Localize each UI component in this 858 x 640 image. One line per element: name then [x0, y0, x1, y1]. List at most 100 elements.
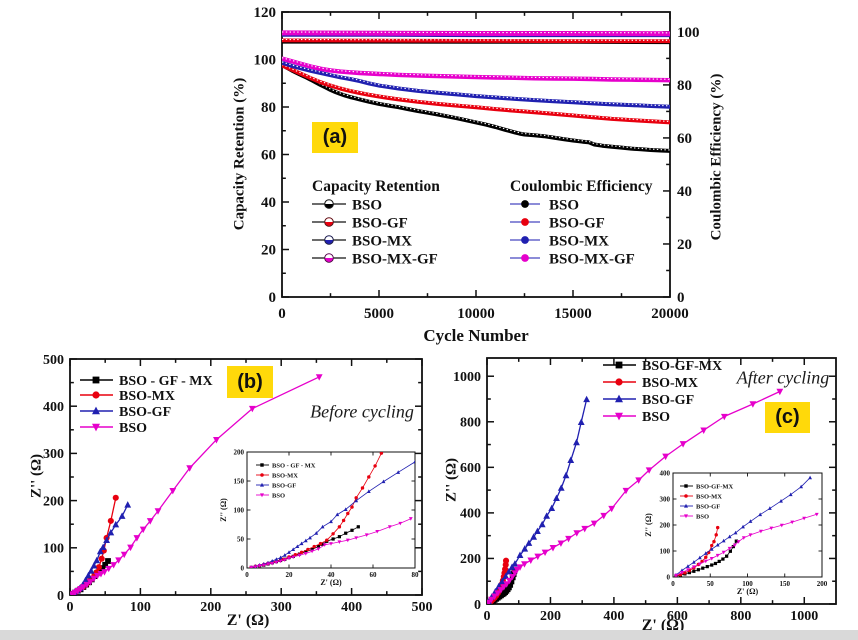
triangle-up-marker: [278, 555, 283, 560]
series-marker-band: [282, 63, 670, 151]
x-tick-label: 100: [130, 600, 151, 615]
triangle-up-marker: [703, 551, 708, 555]
page-bottom-strip: [0, 630, 858, 640]
triangle-up-marker: [82, 576, 89, 584]
x-tick-label: 60: [370, 571, 378, 579]
square-marker: [331, 537, 335, 541]
legend-group-title: Coulombic Efficiency: [510, 178, 653, 195]
plot-frame: [486, 357, 837, 605]
triangle-down-marker: [715, 553, 720, 558]
half-circle-edge: [324, 235, 334, 245]
inset-y-axis-title: Z'' (Ω): [644, 513, 653, 537]
triangle-down-marker: [375, 529, 380, 534]
axis-ticks: [246, 451, 416, 569]
triangle-up-marker: [808, 475, 812, 480]
triangle-up-marker: [573, 438, 580, 446]
square-marker: [508, 578, 515, 585]
plot-frame: [246, 451, 416, 569]
legend-label: BSO-MX: [352, 233, 412, 249]
series-marker-band: [282, 38, 670, 41]
triangle-down-marker: [557, 540, 565, 547]
triangle-down-marker: [364, 533, 369, 538]
triangle-down-marker: [92, 423, 100, 432]
x-tick-label: 20: [286, 571, 294, 579]
legend-label: BSO - GF - MX: [119, 374, 213, 389]
y-tick-label: 0: [269, 290, 277, 306]
triangle-down-marker: [727, 546, 732, 551]
x-tick-label: 80: [412, 571, 420, 579]
panel-b-y-axis-title: Z'' (Ω): [28, 453, 45, 499]
triangle-down-marker: [635, 477, 643, 484]
square-marker: [356, 525, 360, 529]
series-BSO-CR: [282, 62, 670, 153]
circle-marker: [521, 236, 529, 244]
square-marker: [260, 463, 264, 467]
triangle-up-marker: [583, 395, 591, 403]
legend: BSO-GF-MX BSO-MX BSO-GF BSO: [603, 359, 722, 425]
square-marker: [320, 542, 325, 546]
legend-label: BSO: [272, 492, 285, 499]
square-marker: [310, 547, 314, 552]
triangle-down-marker: [87, 579, 94, 586]
triangle-up-marker: [553, 494, 560, 502]
triangle-down-marker: [721, 550, 726, 555]
square-marker: [316, 544, 321, 549]
series-BSO-GF-CE: [282, 38, 670, 44]
triangle-down-marker: [139, 526, 147, 534]
triangle-up-marker: [697, 555, 702, 560]
triangle-down-marker: [154, 508, 162, 515]
triangle-up-marker: [96, 547, 104, 555]
triangle-down-marker: [776, 388, 784, 396]
legend-label: BSO-MX: [696, 493, 722, 500]
triangle-up-marker: [521, 545, 529, 552]
half-circle-fill: [324, 258, 334, 263]
triangle-down-marker: [101, 569, 108, 576]
triangle-down-marker: [408, 517, 413, 521]
legend-group-0: Capacity Retention BSO BSO-GF BSO-MX BSO-MX-…: [312, 178, 440, 267]
series-marker-band: [282, 63, 670, 123]
series-BSO-MX-GF-CE: [282, 30, 670, 37]
triangle-up-marker: [413, 459, 415, 464]
triangle-down-marker: [83, 581, 91, 589]
triangle-down-marker: [169, 487, 177, 495]
y-tick-label: 300: [43, 447, 64, 462]
y-tick-label: 1000: [453, 370, 481, 385]
triangle-up-marker: [498, 577, 506, 585]
y-tick-label: 100: [660, 547, 671, 555]
axis-tick-labels: 0 50 100 150 200 0 100 200 300 400 Z' (Ω) Z'' (Ω): [644, 469, 828, 596]
triangle-up-marker: [715, 542, 720, 547]
triangle-down-marker: [790, 520, 795, 525]
circle-marker: [325, 538, 329, 542]
triangle-up-marker: [727, 534, 732, 539]
inset-x-axis-title: Z' (Ω): [737, 587, 759, 596]
series-BSO-GF-CR: [282, 63, 670, 125]
triangle-up-marker: [758, 512, 763, 517]
y-tick-label: 200: [234, 448, 245, 456]
x-tick-label: 0: [671, 580, 675, 588]
triangle-down-marker: [387, 525, 392, 529]
x-tick-label: 800: [730, 609, 751, 624]
triangle-down-marker: [97, 571, 105, 578]
y-tick-label: 120: [254, 5, 277, 21]
circle-marker: [367, 475, 371, 479]
triangle-down-marker: [779, 523, 784, 528]
y-tick-label: 400: [460, 507, 481, 522]
triangle-down-marker: [133, 535, 141, 542]
y-tick-label: 0: [667, 573, 671, 581]
triangle-down-marker: [186, 465, 194, 472]
triangle-up-marker: [354, 498, 359, 503]
triangle-down-marker: [79, 584, 87, 591]
series-line: [282, 56, 670, 83]
legend: BSO-GF-MX BSO-MX BSO-GF BSO: [680, 483, 733, 520]
y-tick-label: 0: [57, 589, 64, 604]
panel-c-y-axis-title: Z'' (Ω): [443, 457, 460, 503]
triangle-down-marker: [697, 562, 702, 567]
x-tick-label: 15000: [554, 306, 592, 322]
x-tick-label: 0: [67, 600, 74, 615]
triangle-down-marker: [802, 516, 807, 521]
triangle-up-marker: [299, 541, 304, 546]
triangle-down-marker: [700, 427, 708, 434]
series-line: [282, 30, 670, 37]
